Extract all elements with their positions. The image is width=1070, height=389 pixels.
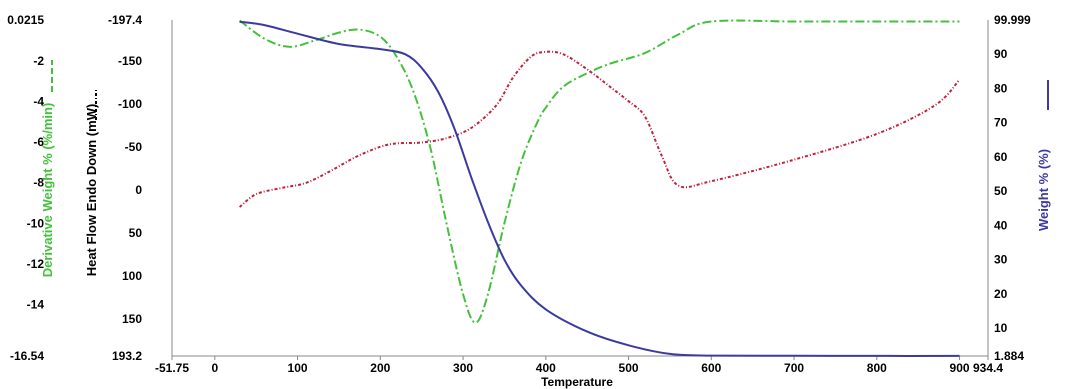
weight-tick-label: 80 xyxy=(994,81,1008,95)
derivative-weight-line xyxy=(239,19,960,324)
weight-tick-label: 30 xyxy=(994,253,1008,267)
weight-axis-label: Weight % (%) xyxy=(1036,149,1051,231)
weight-tick-label: 1.884 xyxy=(994,349,1024,363)
derivative-tick-label: -10 xyxy=(27,216,45,230)
derivative-tick-label: -12 xyxy=(27,257,45,271)
x-tick-label: -51.75 xyxy=(155,361,189,375)
derivative-axis-label: Derivative Weight % (%/min) xyxy=(40,103,55,278)
heat-flow-line xyxy=(238,50,961,208)
heat_flow-tick-label: 150 xyxy=(122,312,142,326)
x-tick-label: 800 xyxy=(867,361,887,375)
heat_flow-tick-label: -197.4 xyxy=(108,13,142,27)
derivative-tick-label: -4 xyxy=(33,95,44,109)
x-tick-label: 100 xyxy=(288,361,308,375)
x-tick-label: 300 xyxy=(453,361,473,375)
heat-flow-axis-label: Heat Flow Endo Down (mW) xyxy=(84,104,99,277)
derivative-tick-label: -2 xyxy=(33,54,44,68)
x-tick-label: 600 xyxy=(701,361,721,375)
label-layer: Temperature Derivative Weight % (%/min) … xyxy=(40,103,1051,389)
heat_flow-tick-label: -50 xyxy=(125,140,143,154)
weight-line xyxy=(239,20,960,357)
heat_flow-tick-label: 50 xyxy=(129,226,143,240)
heat_flow-tick-label: -150 xyxy=(118,54,142,68)
x-tick-label: 200 xyxy=(370,361,390,375)
heat_flow-tick-label: 100 xyxy=(122,269,142,283)
weight-tick-label: 20 xyxy=(994,287,1008,301)
heat_flow-tick-label: 0 xyxy=(135,183,142,197)
derivative-tick-label: -16.54 xyxy=(10,349,44,363)
heat_flow-tick-label: -100 xyxy=(118,97,142,111)
derivative-tick-label: -6 xyxy=(33,135,44,149)
derivative-tick-label: -8 xyxy=(33,176,44,190)
series-layer xyxy=(238,19,961,357)
x-tick-label: 900 xyxy=(950,361,970,375)
x-tick-label: 500 xyxy=(619,361,639,375)
weight-tick-label: 10 xyxy=(994,321,1008,335)
x-axis-label: Temperature xyxy=(541,375,613,389)
weight-tick-label: 70 xyxy=(994,116,1008,130)
derivative-tick-label: 0.0215 xyxy=(7,13,44,27)
x-tick-label: 400 xyxy=(536,361,556,375)
axes-layer: -51.75 0 100 200 300 400 500 600 700 800 900 934.40… xyxy=(7,13,1049,375)
x-tick-label: 700 xyxy=(784,361,804,375)
weight-tick-label: 50 xyxy=(994,184,1008,198)
weight-tick-label: 99.999 xyxy=(994,13,1031,27)
weight-tick-label: 40 xyxy=(994,218,1008,232)
x-tick-label: 934.4 xyxy=(973,361,1003,375)
weight-tick-label: 60 xyxy=(994,150,1008,164)
derivative-tick-label: -14 xyxy=(27,297,45,311)
weight-tick-label: 90 xyxy=(994,47,1008,61)
x-tick-label: 0 xyxy=(211,361,218,375)
heat_flow-tick-label: 193.2 xyxy=(112,349,142,363)
